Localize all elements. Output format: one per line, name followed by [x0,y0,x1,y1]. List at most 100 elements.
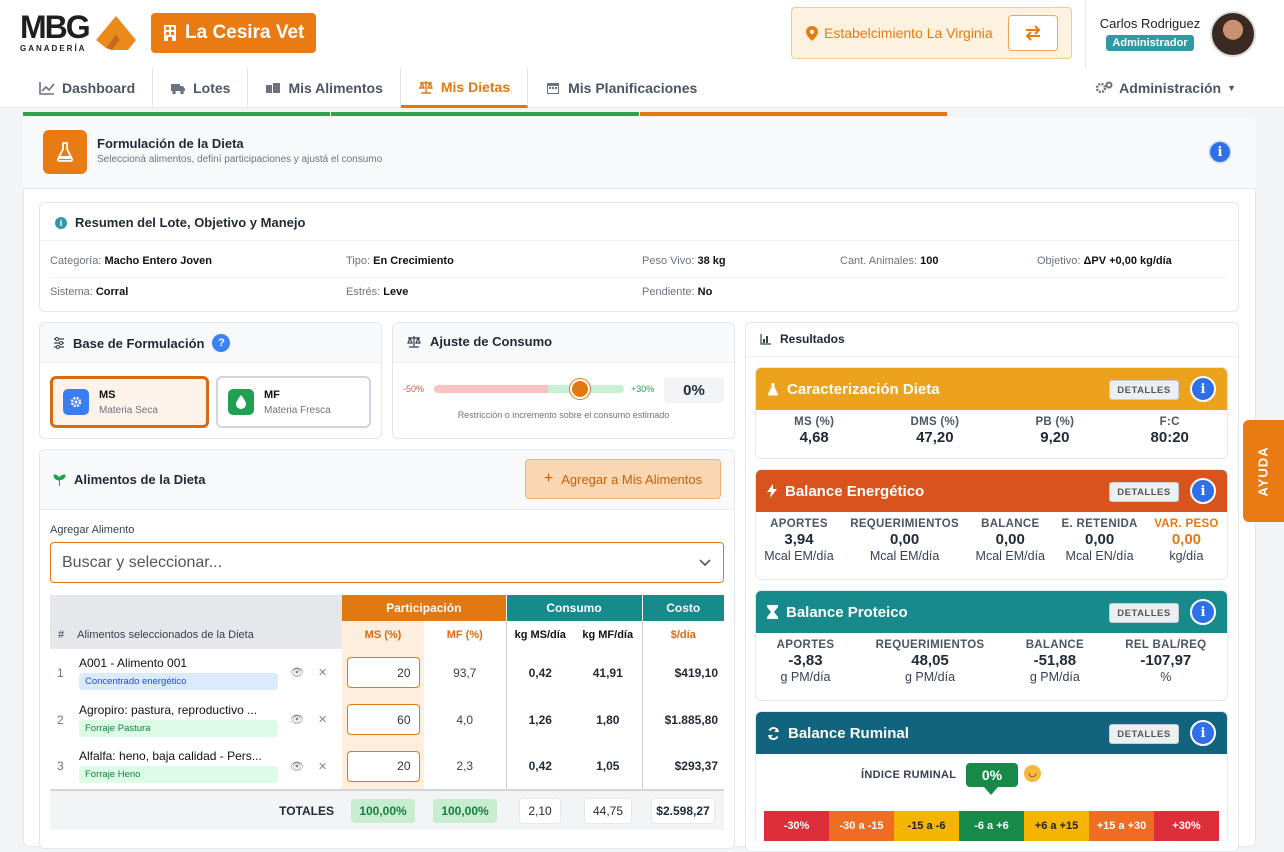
consumption-slider[interactable] [434,385,624,393]
summary-estres: Estrés: Leve [346,286,409,298]
location-pin-icon [806,25,818,41]
info-icon[interactable]: i [1190,478,1216,504]
water-drop-icon [228,389,254,415]
caracterizacion-card: Caracterización Dieta DETALLES i MS (%) 4… [755,367,1228,459]
slider-min: -50% [403,384,425,394]
base-header [40,323,381,363]
divider [746,356,1238,357]
summary-tipo: Tipo: En Crecimiento [346,255,454,267]
chevron-down-icon [699,559,711,567]
vet-clinic-button[interactable]: La Cesira Vet [151,13,316,53]
proteico-card: Balance Proteico DETALLES i APORTES -3,83… [755,590,1228,701]
info-icon[interactable]: i [1190,376,1216,402]
col-ms: MS (%) [342,621,424,649]
food-tag: Concentrado energético [79,672,278,690]
logo-mark-icon [96,16,136,50]
ruminal-header: Balance Ruminal DETALLES i [756,712,1227,754]
consumption-value: 0% [664,377,724,403]
chart-bar-icon [760,334,771,345]
help-tab[interactable]: AYUDA [1243,420,1284,522]
eye-icon[interactable]: 👁 [290,760,304,773]
ms-input[interactable]: 60 [346,704,420,735]
option-mf[interactable]: MF Materia Fresca [216,376,371,428]
group-participacion: Participación [342,595,506,621]
close-icon[interactable]: ✕ [317,714,328,726]
summary-panel [39,202,1239,312]
summary-title: i Resumen del Lote, Objetivo y Manejo [55,215,305,230]
details-button[interactable]: DETALLES [1109,482,1179,502]
add-to-my-foods-button[interactable]: + Agregar a Mis Alimentos [525,459,721,499]
calendar-icon [547,83,560,94]
group-costo: Costo [641,595,724,621]
formulation-header [23,117,1256,189]
user-name: Carlos Rodriguez [1099,16,1201,31]
ruminal-index-value: 0% [966,763,1018,787]
switch-establishment-button[interactable] [1008,15,1058,51]
header-divider [1085,0,1086,68]
scale-segment: +30% [1154,811,1219,841]
stat-pb: PB (%) 9,20 [1035,416,1075,446]
slider-hint: Restricción o incremento sobre el consum… [457,410,670,420]
establishment-selector[interactable]: Estabelcimiento La Virginia [791,7,1072,59]
flask-icon [43,130,87,174]
info-icon[interactable]: i [1190,599,1216,625]
main-nav: Dashboard Lotes Mis Alimentos Mis Dietas… [0,68,1284,108]
info-circle-icon: i [55,216,67,229]
sync-icon [768,726,779,740]
food-name: A001 - Alimento 001 [79,655,188,670]
details-button[interactable]: DETALLES [1109,380,1179,400]
tab-mis-planificaciones[interactable]: Mis Planificaciones [528,68,714,108]
foods-table: # Alimentos seleccionados de la Dieta Par… [50,595,724,830]
info-icon[interactable]: i [1208,140,1232,164]
avatar[interactable] [1210,11,1256,57]
role-badge: Administrador [1106,35,1194,51]
close-icon[interactable]: ✕ [317,667,328,679]
gear-icon [63,389,89,415]
user-info[interactable]: Carlos Rodriguez Administrador [1098,16,1202,51]
close-icon[interactable]: ✕ [317,760,328,773]
eye-icon[interactable]: 👁 [290,667,304,679]
ms-input[interactable]: 20 [346,657,420,688]
caracterizacion-header: Caracterización Dieta DETALLES i [756,368,1227,410]
stat-balance: BALANCE 0,00 Mcal EM/día [975,518,1045,563]
group-consumo: Consumo [505,595,642,621]
stat-rel-bal-req: REL BAL/REQ -107,97% [1125,639,1207,684]
col-kgms: kg MS/día [505,621,574,649]
add-food-label: Agregar Alimento [50,524,135,536]
tab-dashboard[interactable]: Dashboard [0,68,154,108]
summary-categoria: Categoría: Macho Entero Joven [50,255,213,267]
help-icon[interactable]: ? [212,334,231,352]
ms-input[interactable]: 20 [346,750,420,782]
admin-menu[interactable]: Administración ▼ [1095,80,1236,96]
gears-icon [1095,81,1113,94]
ajuste-title: Ajuste de Consumo [406,334,552,349]
eye-icon[interactable]: 👁 [290,714,304,726]
energetico-header: Balance Energético DETALLES i [756,470,1227,512]
option-ms[interactable]: MS Materia Seca [50,376,209,428]
stat-balance: BALANCE -51,88 g PM/día [1025,639,1085,684]
page-subtitle: Seleccioná alimentos, definí participaci… [97,154,383,165]
details-button[interactable]: DETALLES [1109,603,1179,623]
ajuste-header [393,323,734,363]
tab-mis-dietas[interactable]: Mis Dietas [400,68,529,108]
chart-line-icon [39,82,55,95]
ruminal-index-label: ÍNDICE RUMINAL [861,769,957,781]
flask-icon [767,383,779,396]
info-icon[interactable]: i [1190,720,1216,746]
summary-peso-vivo: Peso Vivo: 38 kg [642,255,726,267]
stat-e-retenida: E. RETENIDA 0,00 Mcal EN/día [1061,518,1138,563]
tab-mis-alimentos[interactable]: Mis Alimentos [248,68,401,108]
food-search-select[interactable]: Buscar y seleccionar... [50,542,724,583]
smile-icon: ◡ [1024,765,1041,782]
details-button[interactable]: DETALLES [1109,724,1179,744]
truck-icon [171,84,186,95]
slider-thumb[interactable] [570,379,591,399]
scale-segment: -30% [764,811,829,841]
col-mf: MF (%) [424,621,506,649]
mbg-logo[interactable]: MBG GANADERÍA [20,11,140,54]
table-row: 1 A001 - Alimento 001 Concentrado energét… [50,649,724,696]
swap-icon [1025,25,1041,41]
tab-lotes[interactable]: Lotes [153,68,249,108]
scale-segment: -6 a +6 [959,811,1024,841]
hourglass-icon [767,605,778,619]
